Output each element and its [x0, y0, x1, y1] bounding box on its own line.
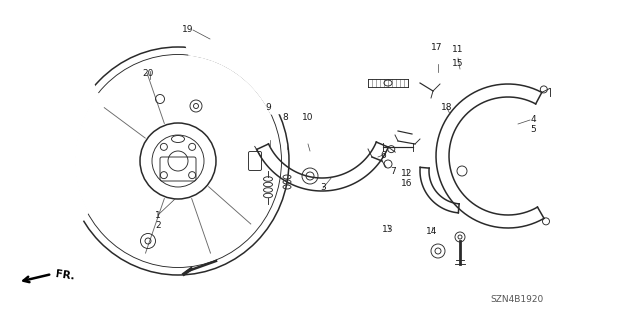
- Text: 15: 15: [452, 58, 464, 68]
- Text: 17: 17: [431, 43, 443, 53]
- Text: 18: 18: [441, 103, 452, 113]
- Text: 8: 8: [282, 114, 288, 122]
- Text: 12: 12: [401, 168, 413, 177]
- Text: SZN4B1920: SZN4B1920: [490, 295, 543, 304]
- Text: 1: 1: [155, 211, 161, 219]
- Text: 19: 19: [182, 26, 194, 34]
- Text: 6: 6: [380, 151, 386, 160]
- Text: 11: 11: [452, 46, 464, 55]
- Text: 9: 9: [265, 103, 271, 113]
- Text: FR.: FR.: [55, 269, 76, 281]
- Text: 7: 7: [390, 167, 396, 176]
- Text: 20: 20: [142, 70, 154, 78]
- Text: 16: 16: [401, 179, 413, 188]
- Text: 4: 4: [530, 115, 536, 124]
- Text: 14: 14: [426, 227, 438, 236]
- Text: 2: 2: [155, 220, 161, 229]
- Text: 10: 10: [302, 114, 314, 122]
- Text: 5: 5: [530, 125, 536, 135]
- Text: 13: 13: [382, 226, 394, 234]
- Text: 3: 3: [320, 183, 326, 192]
